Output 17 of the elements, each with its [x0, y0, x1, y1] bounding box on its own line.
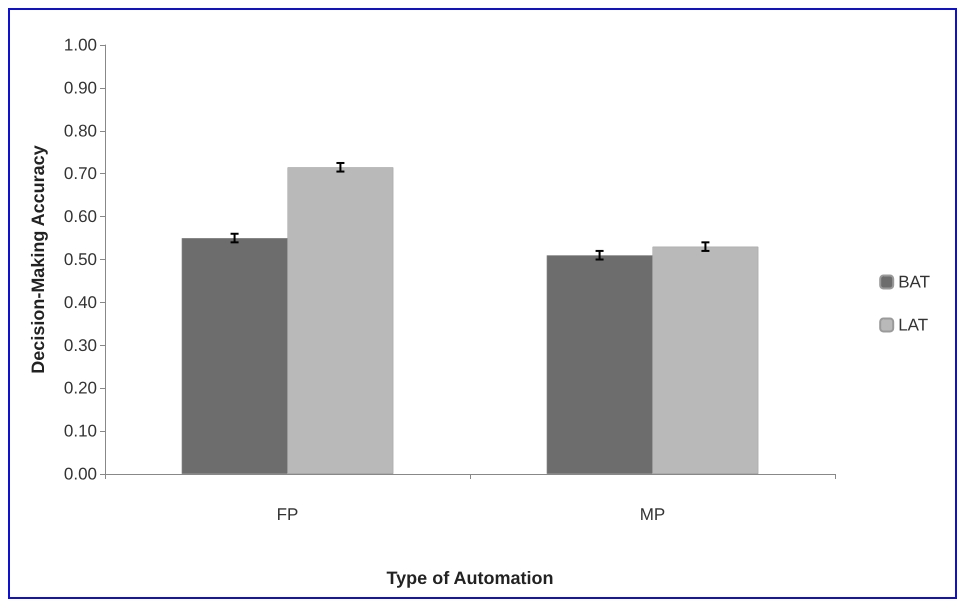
x-axis-title: Type of Automation	[386, 568, 554, 588]
y-tick-label: 0.30	[64, 336, 97, 355]
legend-label: LAT	[898, 316, 928, 334]
y-tick-label: 0.80	[64, 121, 97, 140]
y-tick-label: 1.00	[64, 36, 97, 54]
y-tick-label: 0.20	[64, 378, 97, 398]
y-tick-label: 0.00	[64, 464, 97, 484]
legend-label: BAT	[898, 272, 930, 292]
y-tick-label: 0.50	[64, 250, 97, 269]
y-tick-label: 0.90	[64, 78, 97, 98]
x-tick-label: FP	[276, 505, 298, 524]
x-tick-label: MP	[640, 505, 666, 524]
y-tick-label: 0.10	[64, 422, 97, 441]
y-tick-label: 0.70	[64, 164, 97, 184]
y-axis-title: Decision-Making Accuracy	[28, 145, 48, 374]
y-tick-label: 0.60	[64, 207, 97, 226]
y-tick-label: 0.40	[64, 292, 97, 312]
